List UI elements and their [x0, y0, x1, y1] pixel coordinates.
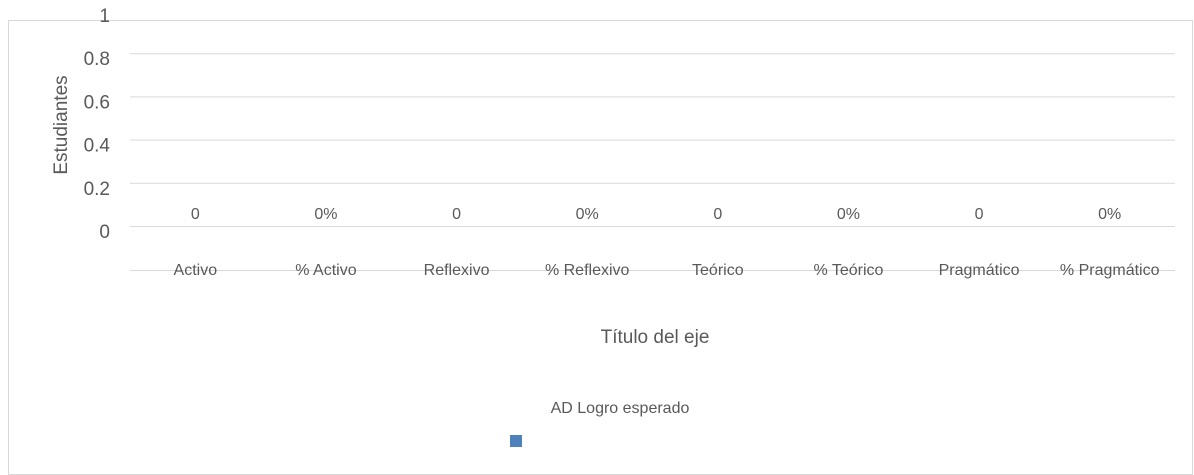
x-tick-label: Pragmático	[939, 262, 1020, 279]
data-label: 0%	[1098, 206, 1121, 223]
x-tick-label: % Activo	[295, 262, 356, 279]
y-tick-label: 0.4	[84, 136, 111, 157]
data-label: 0	[713, 206, 722, 223]
legend-swatch	[510, 435, 522, 447]
y-tick-label: 0.6	[84, 92, 110, 113]
x-tick-label: Reflexivo	[424, 262, 490, 279]
data-label: 0%	[837, 206, 860, 223]
y-axis-label: Estudiantes	[51, 75, 72, 174]
x-tick-label: % Pragmático	[1060, 262, 1160, 279]
data-label: 0%	[576, 206, 599, 223]
data-label: 0	[452, 206, 461, 223]
y-tick-label: 0.8	[84, 49, 110, 70]
x-axis-label: Título del eje	[601, 327, 710, 348]
y-tick-label: 0.2	[84, 179, 110, 200]
x-tick-label: Teórico	[692, 262, 744, 279]
y-tick-label: 0	[99, 222, 110, 243]
data-label: 0%	[314, 206, 337, 223]
y-tick-label: 1	[99, 6, 110, 27]
x-tick-label: % Teórico	[813, 262, 883, 279]
legend-label: AD Logro esperado	[551, 400, 690, 417]
x-tick-label: % Reflexivo	[545, 262, 630, 279]
data-label: 0	[975, 206, 984, 223]
x-tick-label: Activo	[174, 262, 218, 279]
data-label: 0	[191, 206, 200, 223]
